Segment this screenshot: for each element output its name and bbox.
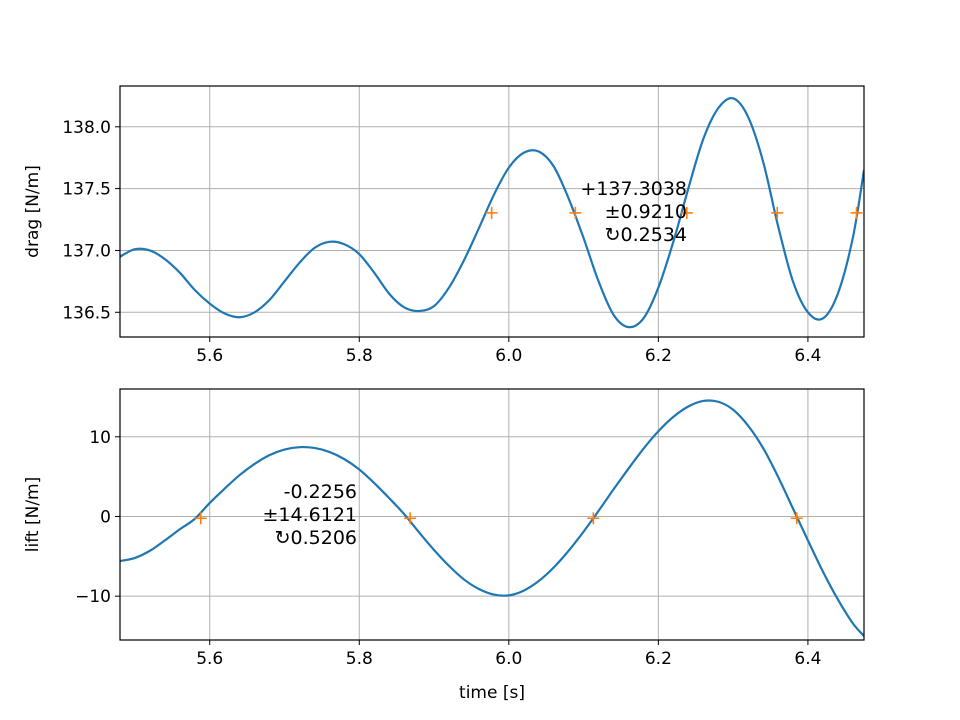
drag-x-tick-label: 6.0 — [495, 346, 522, 366]
lift-annotation-mean: -0.2256 — [284, 481, 357, 503]
lift-x-tick-label: 5.6 — [196, 649, 223, 669]
drag-y-tick-label: 137.0 — [62, 241, 111, 261]
lift-annotation-frequency: ↻0.5206 — [275, 527, 357, 549]
drag-marker-point — [771, 206, 784, 219]
drag-x-tick-label: 6.4 — [794, 346, 821, 366]
drag-ticks: 5.6 5.8 6.0 6.2 6.4 136.5 137.0 137.5 138.0 — [62, 118, 821, 366]
lift-grid — [120, 389, 864, 640]
drag-marker-point — [485, 206, 498, 219]
lift-annotation-amplitude: ±14.6121 — [263, 504, 358, 526]
lift-axes-frame — [119, 388, 865, 641]
lift-x-axis-label: time [s] — [459, 683, 525, 703]
lift-ticks: 5.6 5.8 6.0 6.2 6.4 −10 0 10 — [75, 428, 821, 669]
drag-series — [120, 97, 864, 329]
drag-annotation-mean: +137.3038 — [580, 178, 687, 200]
lift-x-tick-label: 6.0 — [495, 649, 522, 669]
drag-y-tick-label: 136.5 — [62, 303, 111, 323]
drag-y-tick-label: 138.0 — [62, 118, 111, 138]
drag-x-tick-label: 6.2 — [645, 346, 672, 366]
lift-y-tick-label: −10 — [75, 587, 111, 607]
drag-y-tick-label: 137.5 — [62, 180, 111, 200]
lift-x-tick-label: 5.8 — [346, 649, 373, 669]
drag-annotation-amplitude: ±0.9210 — [605, 201, 687, 223]
lift-series — [120, 399, 864, 637]
drag-signal-line — [120, 97, 864, 329]
lift-y-axis-label: lift [N/m] — [23, 477, 43, 552]
drag-marker-point — [850, 206, 863, 219]
lift-marker-point — [404, 512, 417, 525]
drag-x-tick-label: 5.6 — [196, 346, 223, 366]
lift-axes: 5.6 5.8 6.0 6.2 6.4 −10 0 10 lift [N/m] time [s… — [23, 388, 865, 703]
lift-y-tick-label: 10 — [89, 428, 111, 448]
drag-marker-point — [680, 206, 693, 219]
drag-y-axis-label: drag [N/m] — [23, 165, 43, 258]
drag-grid — [120, 86, 864, 337]
drag-x-tick-label: 5.8 — [346, 346, 373, 366]
drag-axes: 5.6 5.8 6.0 6.2 6.4 136.5 137.0 137.5 138.0 drag… — [23, 85, 865, 366]
lift-x-tick-label: 6.2 — [645, 649, 672, 669]
drag-annotation-frequency: ↻0.2534 — [605, 224, 687, 246]
lift-marker-point — [790, 512, 803, 525]
drag-marker-point — [569, 206, 582, 219]
lift-marker-point — [587, 512, 600, 525]
lift-y-tick-label: 0 — [100, 507, 111, 527]
lift-marker-point — [194, 512, 207, 525]
drag-axes-frame — [119, 85, 865, 338]
lift-signal-line — [120, 399, 864, 637]
lift-x-tick-label: 6.4 — [794, 649, 821, 669]
